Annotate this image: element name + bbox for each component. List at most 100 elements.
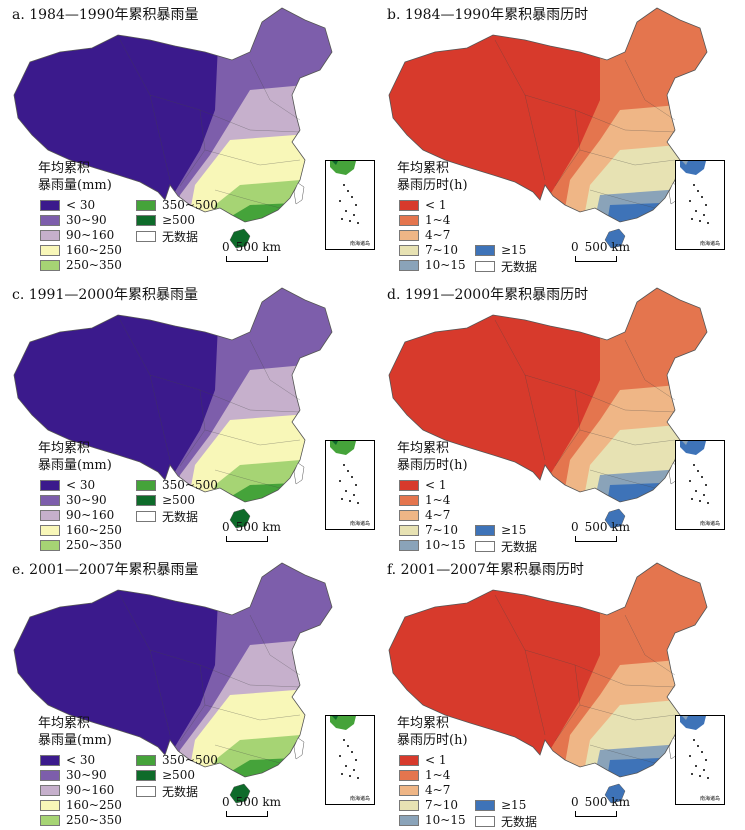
island-dot (689, 755, 691, 757)
legend-swatch (399, 784, 419, 796)
legend-title: 年均累积 暴雨历时(h) (397, 160, 468, 194)
inset-label: 南海诸岛 (349, 521, 370, 527)
legend-label: 350~500 (162, 198, 218, 212)
inset-coast (330, 161, 356, 175)
legend-title-line1: 年均累积 (397, 161, 450, 176)
scale-label: 0 500 km (571, 240, 630, 254)
legend-swatch (40, 259, 60, 271)
island-dot (353, 494, 355, 496)
island-dot (707, 222, 709, 224)
legend-label: < 1 (425, 753, 447, 767)
island-dot (347, 190, 349, 192)
legend-swatch (399, 494, 419, 506)
scale-distance: 500 km (584, 520, 631, 534)
legend-label: 1~4 (425, 213, 451, 227)
island-dot (693, 464, 695, 466)
island-dot (689, 200, 691, 202)
legend-title: 年均累积暴雨历时(h) (397, 440, 468, 474)
legend-swatch (40, 799, 60, 811)
legend-swatch (40, 244, 60, 256)
legend-swatch (399, 539, 419, 551)
island-dot (691, 773, 693, 775)
map-panel-c: c. 1991—2000年累积暴雨量 年均累积 暴雨量(mm) < 30 30~90 90… (0, 280, 375, 552)
province-border-5 (579, 149, 676, 166)
legend-label: ≥500 (162, 213, 195, 227)
hainan-island (229, 783, 251, 804)
legend-swatch (399, 259, 419, 271)
island-dot (351, 196, 353, 198)
china-outline (13, 287, 333, 503)
legend-label: < 1 (425, 198, 447, 212)
taiwan-island (293, 737, 305, 760)
island-dot (351, 476, 353, 478)
legend-label: 7~10 (425, 243, 458, 257)
island-dot (701, 751, 703, 753)
legend-item: ≥500 (136, 213, 195, 227)
legend-swatch (475, 261, 495, 272)
taiwan-island (293, 462, 305, 485)
legend-label: 250~350 (66, 813, 122, 827)
china-map (13, 562, 333, 804)
legend-label: 350~500 (162, 753, 218, 767)
legend-title-line2: 暴雨量(mm) (38, 733, 112, 748)
legend-swatch (136, 479, 156, 491)
island-dot (705, 484, 707, 486)
inset-label: 南海诸岛 (349, 796, 370, 802)
legend-label: 4~7 (425, 508, 451, 522)
legend-item: 160~250 (40, 243, 122, 257)
legend-swatch (40, 199, 60, 211)
legend-label: 无数据 (501, 815, 538, 829)
island-dot (341, 498, 343, 500)
legend-item: 90~160 (40, 783, 114, 797)
legend-title-line2: 暴雨量(mm) (38, 458, 112, 473)
scale-distance: 500 km (584, 240, 631, 254)
island-dot (699, 775, 701, 777)
legend-item: < 30 (40, 478, 95, 492)
china-map (13, 287, 333, 529)
legend-item: ≥500 (136, 768, 195, 782)
legend-title-line1: 年均累积 (397, 716, 450, 731)
island-dot (353, 214, 355, 216)
scale-bar (575, 536, 617, 542)
legend-swatch (40, 524, 60, 536)
province-border-4 (249, 59, 301, 121)
province-border-5 (204, 429, 301, 446)
legend-title-line1: 年均累积 (397, 441, 450, 456)
legend-label: 90~160 (66, 228, 115, 242)
map-panel-f: f. 2001—2007年累积暴雨历时 年均累积 暴雨历时(h) < 1 1~4 4~7 7… (375, 555, 735, 829)
legend-label: 4~7 (425, 783, 451, 797)
south-china-sea-inset: 南海诸岛 (325, 160, 375, 250)
inset-label: 南海诸岛 (349, 241, 370, 247)
island-dot (695, 765, 697, 767)
legend-label: < 30 (66, 753, 96, 767)
legend-item: 7~10 (399, 243, 458, 257)
province-border-6 (214, 189, 281, 209)
province-border-6 (589, 744, 656, 764)
panel-title: a. 1984—1990年累积暴雨量 (12, 7, 199, 23)
hainan-island (604, 508, 626, 529)
china-map (13, 7, 333, 249)
legend-label: ≥15 (501, 243, 527, 257)
scale-zero: 0 (571, 240, 579, 254)
legend-swatch (136, 214, 156, 226)
scale-bar (226, 811, 268, 817)
legend-label: 350~500 (162, 478, 218, 492)
scale-zero: 0 (571, 520, 579, 534)
south-china-sea-inset: 南海诸岛 (675, 440, 725, 530)
scale-label: 0 500 km (222, 795, 281, 809)
island-dot (703, 494, 705, 496)
legend-swatch (136, 769, 156, 781)
legend-title: 年均累积 暴雨历时(h) (397, 715, 468, 749)
legend-swatch (40, 479, 60, 491)
island-dot (343, 464, 345, 466)
legend-title-line2: 暴雨历时(h) (397, 458, 468, 473)
legend-swatch (399, 799, 419, 811)
legend-label: 30~90 (66, 493, 107, 507)
south-china-sea-map (680, 716, 709, 779)
island-dot (357, 502, 359, 504)
island-dot (349, 775, 351, 777)
legend-item: ≥15 (475, 798, 526, 812)
legend-swatch (136, 786, 156, 797)
scale-distance: 500 km (235, 520, 282, 534)
legend-item: 4~7 (399, 228, 450, 242)
